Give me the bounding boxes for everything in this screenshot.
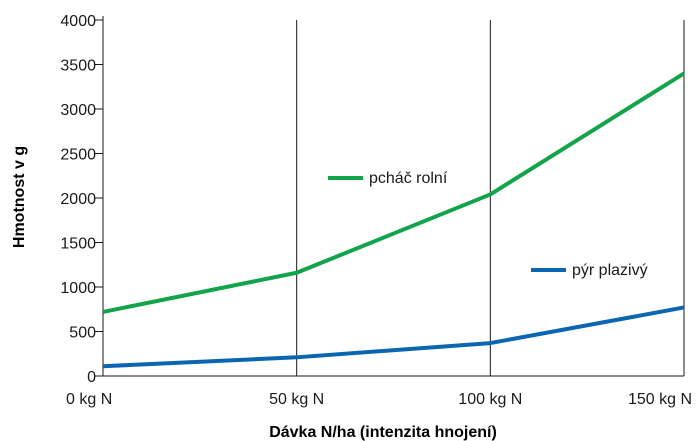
legend-label: pcháč rolní <box>369 170 448 187</box>
x-tick-label: 150 kg N <box>628 391 692 408</box>
x-tick-label: 0 kg N <box>66 391 112 408</box>
x-tick-label: 50 kg N <box>269 391 324 408</box>
grid-lines <box>296 20 685 376</box>
legend: pcháč rolní pýr plazivý <box>328 170 648 279</box>
y-tick-label: 1500 <box>60 236 96 253</box>
y-tick-label: 0 <box>87 369 96 386</box>
y-tick-label: 2500 <box>60 147 96 164</box>
y-tick-label: 3000 <box>60 102 96 119</box>
axes <box>95 16 684 377</box>
y-tick-label: 500 <box>69 325 96 342</box>
series-line-1 <box>102 71 686 314</box>
y-tick-label: 3500 <box>60 58 96 75</box>
y-tick-label: 1000 <box>60 280 96 297</box>
series-lines <box>102 71 686 369</box>
x-tick-label: 100 kg N <box>458 391 522 408</box>
y-axis-title: Hmotnost v g <box>11 146 28 248</box>
y-tick-label: 2000 <box>60 191 96 208</box>
legend-label: pýr plazivý <box>572 262 648 279</box>
x-axis-title: Dávka N/ha (intenzita hnojení) <box>269 424 497 441</box>
y-tick-labels: 0 500 1000 1500 2000 2500 3000 3500 4000 <box>60 13 96 386</box>
x-tick-labels: 0 kg N 50 kg N 100 kg N 150 kg N <box>66 391 692 408</box>
series-line-2 <box>102 305 685 369</box>
y-tick-label: 4000 <box>60 13 96 30</box>
